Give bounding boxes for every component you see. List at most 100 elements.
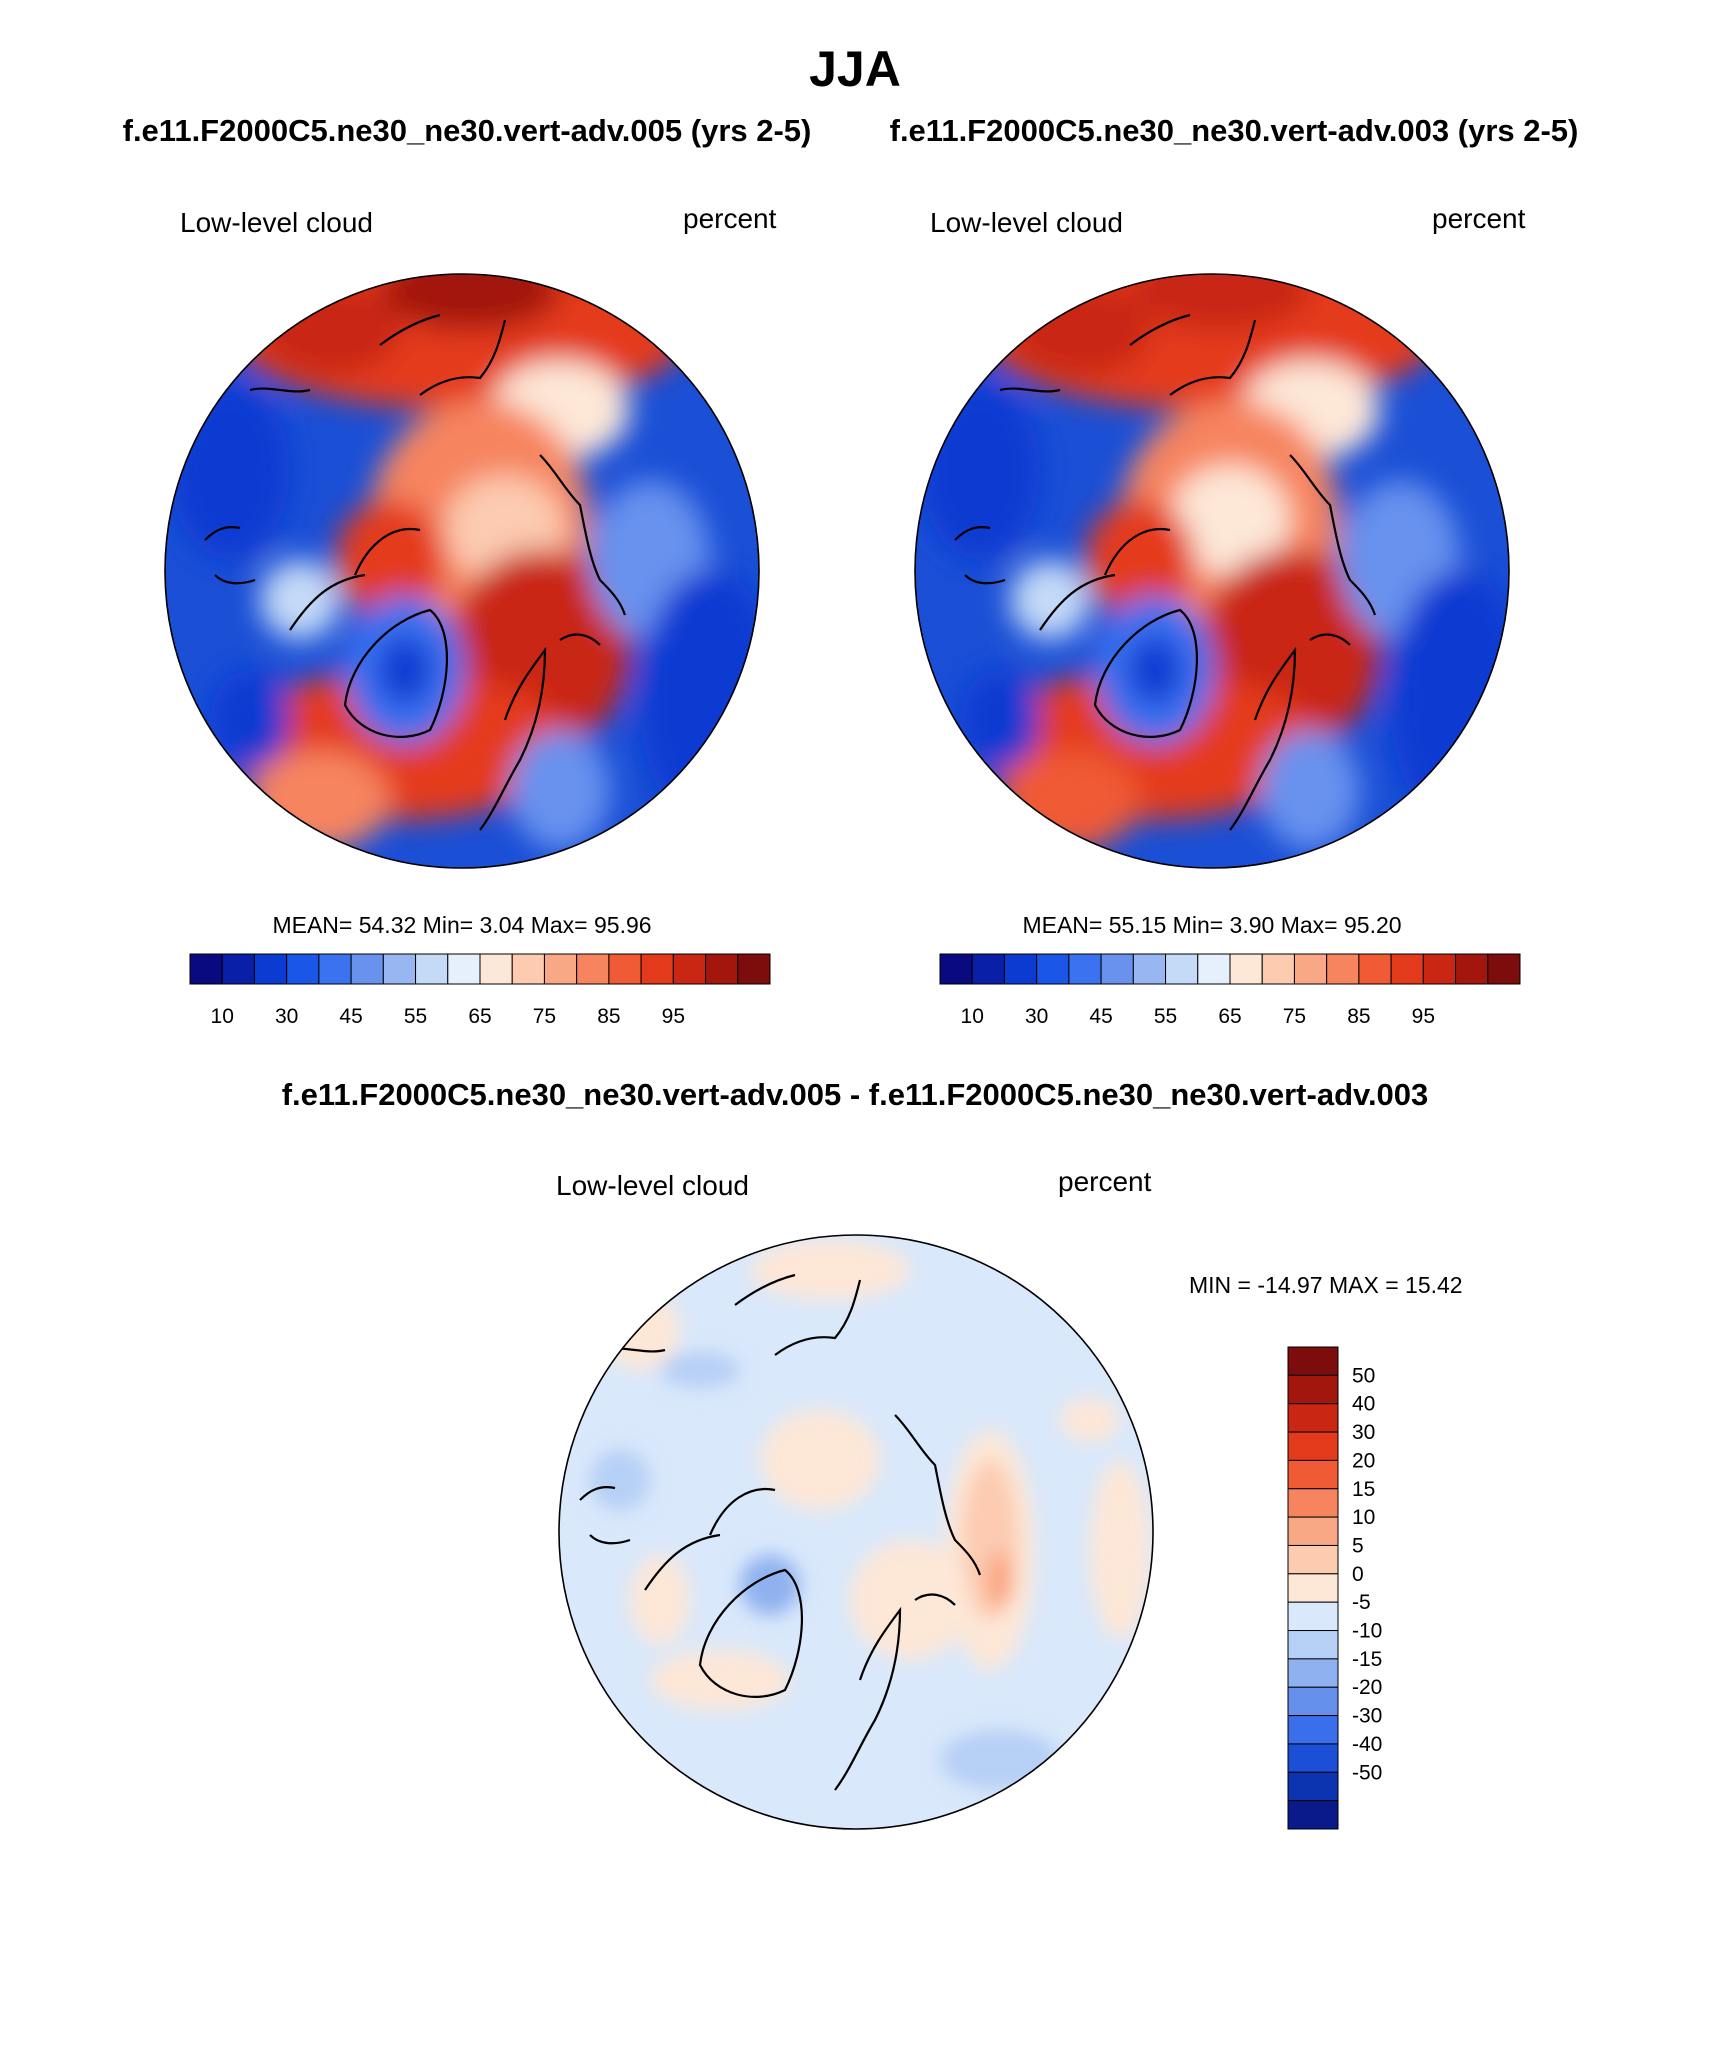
- panel-c-colorbar-box: [1287, 1715, 1339, 1745]
- panel-c-colorbar-tick-label: -50: [1352, 1761, 1382, 1784]
- panel-b-map-field: [915, 274, 1509, 868]
- panel-b-colorbar-box: [1197, 953, 1231, 985]
- panel-c-colorbar-tick-label: 10: [1352, 1506, 1375, 1529]
- panel-a-colorbar-box: [672, 953, 707, 985]
- panel-b-colorbar-tick-label: 85: [1347, 1005, 1370, 1028]
- panel-c-coastlines: [579, 1273, 982, 1791]
- panel-b-units-label: percent: [1432, 203, 1526, 234]
- panel-b-colorbar-box: [1003, 953, 1038, 985]
- panel-c-colorbar-box: [1287, 1544, 1339, 1575]
- panel-c-colorbar-tick-label: 5: [1352, 1534, 1364, 1557]
- panel-b-colorbar-box: [1422, 953, 1457, 985]
- panel-a-colorbar-box: [382, 953, 417, 985]
- panel-b-stats: MEAN= 55.15 Min= 3.90 Max= 95.20: [1022, 912, 1401, 938]
- panel-case-a: Low-level cloud percent: [164, 203, 777, 1028]
- panel-c-stats: MIN = -14.97 MAX = 15.42: [1189, 1272, 1463, 1298]
- panel-a-colorbar-tick-label: 55: [404, 1005, 427, 1028]
- panel-case-b: Low-level cloud percent: [914, 203, 1526, 1028]
- panel-a-colorbar-box: [543, 953, 578, 985]
- panel-b-colorbar-box: [1100, 953, 1134, 985]
- panel-c-colorbar-box: [1287, 1374, 1339, 1405]
- panel-b-colorbar-box: [1358, 953, 1392, 985]
- panel-b-variable-label: Low-level cloud: [930, 207, 1123, 238]
- panel-a-colorbar-box: [640, 953, 674, 985]
- panel-b-colorbar-tick-label: 10: [961, 1005, 984, 1028]
- panel-a-colorbar-box: [286, 953, 320, 985]
- panel-a-variable-label: Low-level cloud: [180, 207, 373, 238]
- panel-a-colorbar-box: [511, 953, 545, 985]
- panel-a-coastlines: [204, 313, 627, 831]
- panel-c-colorbar-tick-label: 30: [1352, 1421, 1375, 1444]
- panel-a-colorbar-box: [608, 953, 642, 985]
- panel-b-colorbar-tick-label: 75: [1283, 1005, 1306, 1028]
- panel-c-map-border: [558, 1234, 1154, 1830]
- panel-c-colorbar-box: [1287, 1573, 1339, 1603]
- panel-a-colorbar: 10 30 45 55 65 75 85 95: [189, 953, 771, 1028]
- panel-a-map-field: [165, 274, 759, 868]
- panel-a-colorbar-box: [253, 953, 288, 985]
- panel-c-colorbar-tick-label: -10: [1352, 1620, 1382, 1643]
- panel-b-colorbar-box: [1455, 953, 1489, 985]
- panel-c-colorbar-tick-label: -5: [1352, 1591, 1371, 1614]
- panel-c-colorbar-box: [1287, 1658, 1339, 1688]
- panel-c-units-label: percent: [1058, 1166, 1152, 1197]
- panel-b-colorbar-box: [1068, 953, 1102, 985]
- panel-b-map-border: [914, 273, 1510, 869]
- panel-a-colorbar-tick-label: 65: [468, 1005, 491, 1028]
- panel-a-colorbar-box: [705, 953, 739, 985]
- panel-b-colorbar-tick-label: 55: [1154, 1005, 1177, 1028]
- panel-b-colorbar-box: [1487, 953, 1521, 985]
- panel-c-colorbar-tick-label: 40: [1352, 1393, 1375, 1416]
- panel-b-colorbar-box: [1165, 953, 1199, 985]
- panel-c-colorbar-box: [1287, 1771, 1339, 1802]
- subtitle-right: f.e11.F2000C5.ne30_ne30.vert-adv.003 (yr…: [890, 113, 1579, 148]
- panel-a-colorbar-tick-label: 85: [597, 1005, 620, 1028]
- panel-c-colorbar-box: [1287, 1403, 1339, 1433]
- panel-c-colorbar-box: [1287, 1800, 1339, 1830]
- panel-b-colorbar-box: [1261, 953, 1295, 985]
- panel-b-colorbar-box: [1293, 953, 1328, 985]
- panel-c-colorbar-tick-label: 0: [1352, 1563, 1364, 1586]
- panel-a-colorbar-box: [737, 953, 771, 985]
- panel-a-colorbar-box: [479, 953, 513, 985]
- panel-c-colorbar-tick-label: -40: [1352, 1733, 1382, 1756]
- panel-b-colorbar-tick-label: 95: [1412, 1005, 1435, 1028]
- figure-title: JJA: [809, 41, 901, 97]
- panel-a-colorbar-box: [189, 953, 223, 985]
- panel-a-colorbar-tick-label: 10: [211, 1005, 234, 1028]
- panel-c-variable-label: Low-level cloud: [556, 1170, 749, 1201]
- panel-a-colorbar-box: [318, 953, 352, 985]
- panel-b-colorbar-box: [1132, 953, 1167, 985]
- panel-b-colorbar: 10 30 45 55 65 75 85 95: [939, 953, 1521, 1028]
- panel-b-coastlines: [954, 313, 1377, 831]
- panel-b-colorbar-box: [1326, 953, 1360, 985]
- panel-b-colorbar-tick-label: 65: [1218, 1005, 1241, 1028]
- panel-c-colorbar-tick-label: -20: [1352, 1676, 1382, 1699]
- panel-c-colorbar-box: [1287, 1630, 1339, 1660]
- panel-a-map-border: [164, 273, 760, 869]
- panel-difference: Low-level cloud percent: [556, 1166, 1463, 1830]
- panel-c-colorbar-box: [1287, 1488, 1339, 1518]
- panel-a-colorbar-tick-label: 75: [533, 1005, 556, 1028]
- panel-c-colorbar-box: [1287, 1516, 1339, 1546]
- panel-a-colorbar-tick-label: 30: [275, 1005, 298, 1028]
- panel-a-colorbar-box: [221, 953, 255, 985]
- panel-c-colorbar-tick-label: 50: [1352, 1364, 1375, 1387]
- panel-c-colorbar-box: [1287, 1686, 1339, 1717]
- panel-c-colorbar-tick-label: -15: [1352, 1648, 1382, 1671]
- diff-subtitle: f.e11.F2000C5.ne30_ne30.vert-adv.005 - f…: [282, 1077, 1429, 1112]
- panel-b-colorbar-tick-label: 30: [1025, 1005, 1048, 1028]
- panel-c-colorbar-box: [1287, 1743, 1339, 1773]
- panel-c-colorbar-tick-label: -30: [1352, 1705, 1382, 1728]
- panel-c-colorbar-box: [1287, 1346, 1339, 1376]
- panel-b-colorbar-tick-label: 45: [1089, 1005, 1112, 1028]
- panel-b-colorbar-box: [1036, 953, 1070, 985]
- panel-a-colorbar-tick-label: 45: [339, 1005, 362, 1028]
- panel-c-colorbar-tick-label: 20: [1352, 1449, 1375, 1472]
- panel-b-colorbar-box: [971, 953, 1005, 985]
- panel-c-map-field: [559, 1235, 1153, 1829]
- subtitle-left: f.e11.F2000C5.ne30_ne30.vert-adv.005 (yr…: [123, 113, 812, 148]
